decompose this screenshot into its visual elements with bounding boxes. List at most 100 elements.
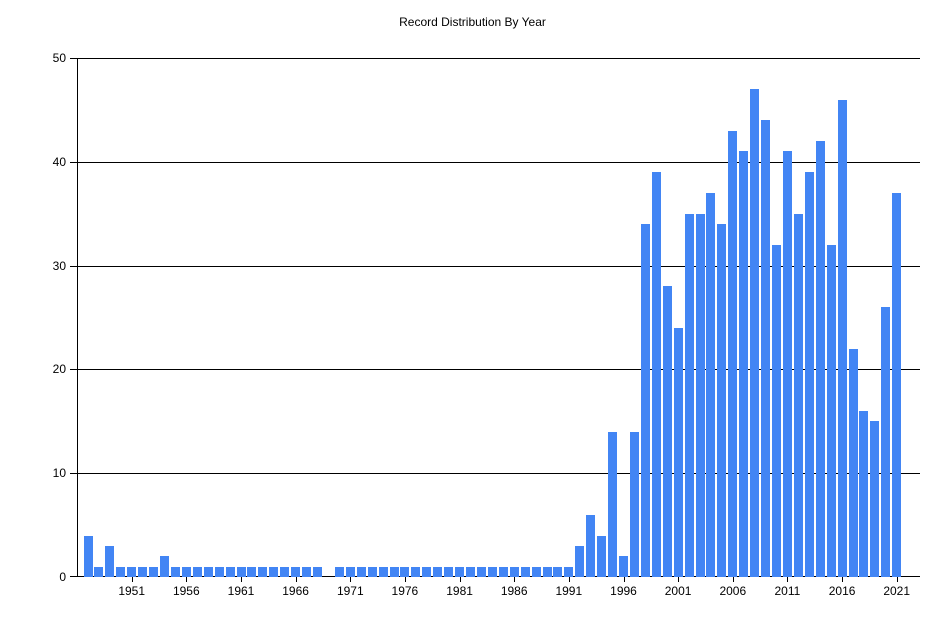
bar-1962 [247, 566, 257, 577]
x-tick-mark-2006 [732, 577, 734, 582]
y-tick-mark-40 [70, 162, 78, 163]
bar-1967 [302, 566, 312, 577]
x-tick-label-1986: 1986 [500, 584, 528, 598]
bar-1999 [651, 172, 661, 577]
bar-2007 [739, 151, 749, 577]
bar-1983 [476, 566, 486, 577]
x-tick-mark-1976 [404, 577, 406, 582]
bar-1980 [444, 566, 454, 577]
bar-1953 [149, 566, 159, 577]
y-tick-mark-10 [70, 473, 78, 474]
x-tick-label-1996: 1996 [610, 584, 637, 598]
bar-1954 [160, 556, 169, 577]
bar-1952 [138, 566, 148, 577]
bar-2019 [870, 421, 880, 577]
y-tick-mark-0 [70, 576, 78, 577]
bar-1948 [94, 566, 104, 577]
y-tick-label-20: 20 [52, 362, 66, 376]
bar-1973 [367, 566, 377, 577]
x-tick-label-1976: 1976 [391, 584, 419, 598]
x-tick-mark-1971 [350, 577, 352, 582]
bar-2006 [728, 130, 738, 577]
bar-1985 [498, 566, 508, 577]
bar-1986 [509, 566, 519, 577]
x-tick-mark-2021 [896, 577, 898, 582]
y-tick-label-10: 10 [52, 466, 66, 480]
bar-1994 [597, 535, 607, 577]
bar-1982 [466, 566, 475, 577]
bar-1979 [433, 566, 443, 577]
bar-1964 [269, 566, 279, 577]
bar-1993 [586, 514, 596, 577]
x-tick-mark-1966 [295, 577, 297, 582]
bar-1956 [181, 566, 191, 577]
bar-2000 [662, 286, 672, 577]
bar-1959 [214, 566, 224, 577]
bar-1950 [116, 566, 126, 577]
bar-2018 [859, 410, 869, 577]
bar-1978 [422, 566, 432, 577]
bar-1977 [411, 566, 421, 577]
bar-1970 [334, 566, 344, 577]
x-tick-mark-1951 [131, 577, 133, 582]
bar-2005 [717, 224, 727, 577]
bar-2002 [684, 213, 694, 577]
bar-2009 [761, 120, 771, 577]
bar-1974 [378, 566, 388, 577]
bar-1990 [553, 566, 563, 577]
bar-1949 [105, 545, 115, 577]
y-tick-label-0: 0 [59, 570, 66, 584]
x-tick-label-2016: 2016 [828, 584, 856, 598]
y-tick-mark-50 [70, 58, 78, 59]
y-axis-line [77, 58, 78, 577]
bar-1984 [487, 566, 497, 577]
bar-1976 [400, 566, 410, 577]
bar-1997 [629, 431, 639, 577]
bar-2011 [782, 151, 792, 577]
bar-1958 [203, 566, 213, 577]
x-tick-mark-1961 [241, 577, 242, 582]
bar-2001 [673, 327, 683, 577]
bar-1991 [564, 566, 574, 577]
bar-1955 [170, 566, 180, 577]
x-tick-label-2021: 2021 [883, 584, 911, 598]
bar-1968 [313, 566, 322, 577]
x-tick-mark-2011 [787, 577, 789, 582]
bar-2021 [892, 192, 902, 577]
gridline-40 [78, 162, 920, 163]
bar-2013 [804, 172, 814, 577]
bar-1951 [127, 566, 137, 577]
x-tick-label-2006: 2006 [719, 584, 747, 598]
bar-1988 [531, 566, 541, 577]
x-tick-label-1981: 1981 [446, 584, 473, 598]
gridline-50 [78, 58, 920, 59]
bar-2016 [837, 99, 847, 577]
bar-1957 [192, 566, 202, 577]
bar-2017 [848, 348, 858, 577]
bar-2010 [772, 244, 781, 577]
x-tick-label-1966: 1966 [282, 584, 309, 598]
bar-1961 [236, 566, 246, 577]
bar-1947 [83, 535, 93, 577]
x-tick-mark-1981 [459, 577, 461, 582]
plot-area: 0 10 20 30 40 50 1951 1956 1961 1966 1971 1976 1981 1… [53, 51, 920, 598]
bar-1963 [258, 566, 268, 577]
bar-1996 [619, 556, 628, 577]
gridline-10 [78, 473, 920, 474]
bar-2015 [826, 244, 836, 577]
bar-1987 [520, 566, 530, 577]
x-tick-mark-1986 [514, 577, 516, 582]
bar-2004 [706, 192, 716, 577]
bar-1995 [608, 431, 618, 577]
x-tick-mark-2001 [678, 577, 680, 582]
x-tick-mark-1991 [568, 577, 570, 582]
x-tick-label-2011: 2011 [774, 584, 801, 598]
bar-1971 [345, 566, 355, 577]
x-tick-label-2001: 2001 [664, 584, 692, 598]
bar-1966 [291, 566, 301, 577]
bar-1960 [225, 566, 235, 577]
bar-2020 [881, 307, 891, 577]
gridline-30 [78, 266, 920, 267]
x-tick-label-1961: 1961 [227, 584, 255, 598]
bar-1992 [575, 545, 585, 577]
